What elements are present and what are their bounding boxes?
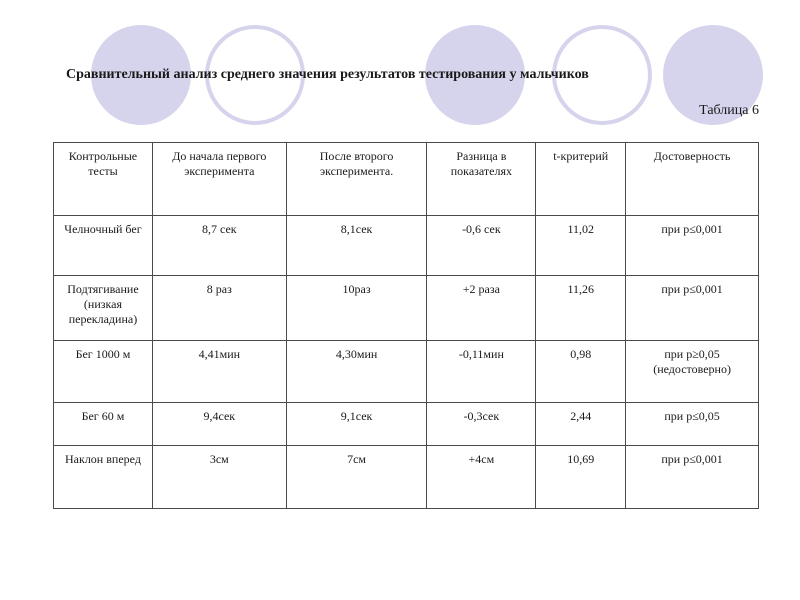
difference-cell: -0,3сек — [426, 402, 537, 446]
t-criterion-cell: 11,02 — [535, 215, 627, 276]
difference-cell: +4см — [426, 445, 537, 509]
decor-circle-outline — [205, 25, 305, 125]
column-header: До начала первого эксперимента — [151, 142, 287, 216]
significance-cell: при p≥0,05 (недостоверно) — [625, 340, 759, 403]
test-name-cell: Бег 60 м — [53, 402, 153, 446]
difference-cell: -0,6 сек — [426, 215, 537, 276]
decor-circle-filled — [663, 25, 763, 125]
test-name-cell: Подтягивание (низкая перекладина) — [53, 275, 153, 341]
results-table: Контрольные тесты До начала первого эксп… — [53, 142, 759, 509]
decor-circle-filled — [91, 25, 191, 125]
before-value-cell: 9,4сек — [151, 402, 287, 446]
table-row: Наклон вперед 3см 7см +4см 10,69 при p≤0… — [53, 445, 759, 509]
after-value-cell: 4,30мин — [285, 340, 428, 403]
significance-cell: при p≤0,001 — [625, 215, 759, 276]
before-value-cell: 4,41мин — [151, 340, 287, 403]
decor-circle-filled — [425, 25, 525, 125]
table-row: Бег 1000 м 4,41мин 4,30мин -0,11мин 0,98… — [53, 340, 759, 403]
before-value-cell: 8 раз — [151, 275, 287, 341]
after-value-cell: 9,1сек — [285, 402, 428, 446]
test-name-cell: Челночный бег — [53, 215, 153, 276]
table-row: Челночный бег 8,7 сек 8,1сек -0,6 сек 11… — [53, 215, 759, 276]
column-header: Разница в показателях — [426, 142, 537, 216]
table-header-row: Контрольные тесты До начала первого эксп… — [53, 142, 759, 216]
test-name-cell: Наклон вперед — [53, 445, 153, 509]
after-value-cell: 7см — [285, 445, 428, 509]
after-value-cell: 8,1сек — [285, 215, 428, 276]
table-row: Подтягивание (низкая перекладина) 8 раз … — [53, 275, 759, 341]
table-row: Бег 60 м 9,4сек 9,1сек -0,3сек 2,44 при … — [53, 402, 759, 446]
t-criterion-cell: 10,69 — [535, 445, 627, 509]
column-header: После второго эксперимента. — [285, 142, 428, 216]
significance-cell: при p≤0,001 — [625, 445, 759, 509]
significance-cell: при p≤0,05 — [625, 402, 759, 446]
decor-circle-outline — [552, 25, 652, 125]
after-value-cell: 10раз — [285, 275, 428, 341]
t-criterion-cell: 0,98 — [535, 340, 627, 403]
column-header: t-критерий — [535, 142, 627, 216]
before-value-cell: 8,7 сек — [151, 215, 287, 276]
before-value-cell: 3см — [151, 445, 287, 509]
t-criterion-cell: 2,44 — [535, 402, 627, 446]
difference-cell: -0,11мин — [426, 340, 537, 403]
t-criterion-cell: 11,26 — [535, 275, 627, 341]
page-title: Сравнительный анализ среднего значения р… — [66, 67, 589, 82]
column-header: Контрольные тесты — [53, 142, 153, 216]
column-header: Достоверность — [625, 142, 759, 216]
difference-cell: +2 раза — [426, 275, 537, 341]
significance-cell: при p≤0,001 — [625, 275, 759, 341]
table-number-label: Таблица 6 — [699, 103, 759, 118]
test-name-cell: Бег 1000 м — [53, 340, 153, 403]
